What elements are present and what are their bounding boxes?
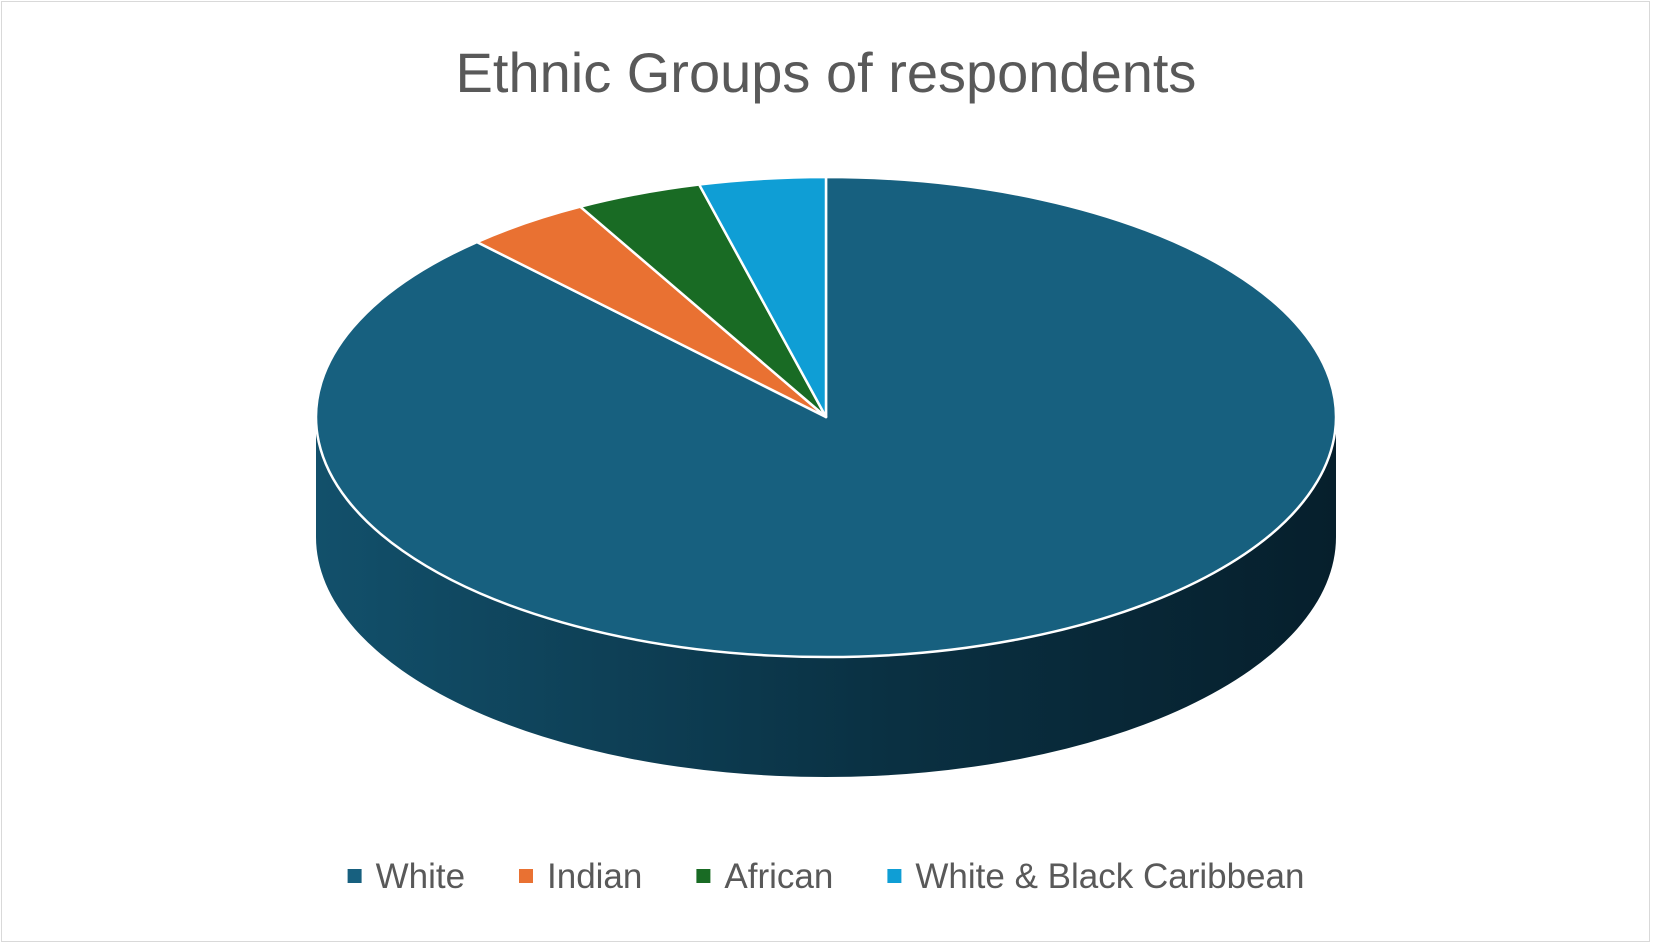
legend-label-white: White	[376, 857, 465, 896]
pie-side-wall	[316, 417, 1336, 777]
chart-title: Ethnic Groups of respondents	[456, 41, 1197, 104]
legend-label-white-and-black-caribbean: White & Black Caribbean	[915, 857, 1304, 896]
legend-swatch-white	[347, 869, 362, 883]
legend: White Indian African White & Black Caribbea…	[347, 857, 1304, 896]
pie-slice-white-and-black-caribbean	[697, 175, 828, 419]
legend-label-indian: Indian	[547, 857, 642, 896]
legend-label-african: African	[724, 857, 833, 896]
legend-swatch-african	[696, 869, 711, 883]
legend-swatch-white-and-black-caribbean	[887, 869, 902, 883]
legend-swatch-indian	[519, 869, 533, 883]
pie-top	[314, 175, 1338, 659]
pie-side-wall-path	[316, 417, 1336, 777]
